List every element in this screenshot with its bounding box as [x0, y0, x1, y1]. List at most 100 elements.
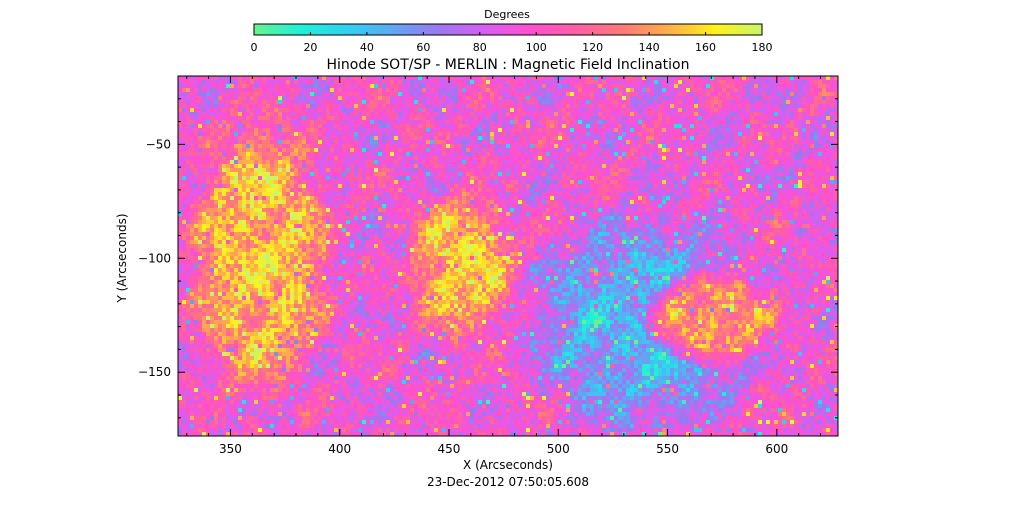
heatmap-cell — [338, 144, 342, 148]
heatmap-cell — [374, 116, 378, 120]
heatmap-cell — [290, 176, 294, 180]
heatmap-cell — [818, 160, 822, 164]
heatmap-cell — [478, 92, 482, 96]
heatmap-cell — [430, 92, 434, 96]
heatmap-cell — [402, 96, 406, 100]
heatmap-cell — [646, 124, 650, 128]
heatmap-cell — [726, 108, 730, 112]
heatmap-cell — [302, 164, 306, 168]
heatmap-cell — [714, 136, 718, 140]
heatmap-cell — [466, 188, 470, 192]
heatmap-cell — [774, 120, 778, 124]
heatmap-cell — [746, 140, 750, 144]
heatmap-cell — [702, 140, 706, 144]
heatmap-cell — [698, 96, 702, 100]
heatmap-cell — [458, 88, 462, 92]
heatmap-cell — [322, 156, 326, 160]
heatmap-cell — [594, 120, 598, 124]
heatmap-cell — [418, 168, 422, 172]
heatmap-cell — [226, 148, 230, 152]
heatmap-cell — [714, 148, 718, 152]
heatmap-cell — [794, 160, 798, 164]
heatmap-cell — [198, 136, 202, 140]
heatmap-cell — [390, 100, 394, 104]
heatmap-cell — [502, 184, 506, 188]
heatmap-cell — [430, 144, 434, 148]
heatmap-cell — [238, 144, 242, 148]
heatmap-cell — [746, 164, 750, 168]
heatmap-cell — [650, 84, 654, 88]
heatmap-cell — [822, 168, 826, 172]
heatmap-cell — [658, 104, 662, 108]
heatmap-cell — [202, 148, 206, 152]
heatmap-cell — [490, 168, 494, 172]
heatmap-cell — [722, 168, 726, 172]
heatmap-cell — [514, 132, 518, 136]
heatmap-cell — [254, 188, 258, 192]
heatmap-cell — [294, 156, 298, 160]
heatmap-cell — [430, 152, 434, 156]
heatmap-cell — [762, 124, 766, 128]
heatmap-cell — [810, 148, 814, 152]
heatmap-cell — [474, 152, 478, 156]
heatmap-cell — [262, 80, 266, 84]
heatmap-cell — [678, 168, 682, 172]
heatmap-cell — [474, 148, 478, 152]
heatmap-cell — [554, 132, 558, 136]
heatmap-cell — [578, 148, 582, 152]
heatmap-cell — [326, 108, 330, 112]
heatmap-cell — [302, 172, 306, 176]
heatmap-cell — [470, 140, 474, 144]
heatmap-cell — [430, 148, 434, 152]
heatmap-cell — [370, 180, 374, 184]
heatmap-cell — [590, 120, 594, 124]
heatmap-cell — [762, 76, 766, 80]
heatmap-cell — [182, 196, 186, 200]
heatmap-cell — [542, 84, 546, 88]
heatmap-cell — [482, 184, 486, 188]
heatmap-cell — [334, 76, 338, 80]
heatmap-cell — [754, 96, 758, 100]
heatmap-cell — [722, 160, 726, 164]
heatmap-cell — [370, 120, 374, 124]
heatmap-cell — [286, 128, 290, 132]
heatmap-cell — [570, 188, 574, 192]
heatmap-cell — [774, 192, 778, 196]
heatmap-cell — [290, 116, 294, 120]
heatmap-cell — [622, 168, 626, 172]
heatmap-cell — [830, 140, 834, 144]
heatmap-cell — [182, 76, 186, 80]
heatmap-cell — [738, 140, 742, 144]
heatmap-cell — [562, 156, 566, 160]
heatmap-cell — [694, 144, 698, 148]
heatmap-cell — [410, 152, 414, 156]
heatmap-cell — [186, 196, 190, 200]
heatmap-cell — [518, 76, 522, 80]
heatmap-cell — [218, 116, 222, 120]
heatmap-cell — [210, 152, 214, 156]
heatmap-cell — [578, 172, 582, 176]
heatmap-cell — [694, 188, 698, 192]
heatmap-cell — [642, 164, 646, 168]
heatmap-cell — [622, 152, 626, 156]
heatmap-cell — [586, 192, 590, 196]
heatmap-cell — [378, 136, 382, 140]
heatmap-cell — [690, 112, 694, 116]
heatmap-cell — [634, 140, 638, 144]
heatmap-cell — [762, 136, 766, 140]
heatmap-cell — [742, 100, 746, 104]
heatmap-cell — [366, 184, 370, 188]
heatmap-cell — [298, 164, 302, 168]
heatmap-cell — [762, 148, 766, 152]
heatmap-cell — [218, 128, 222, 132]
heatmap-cell — [630, 164, 634, 168]
heatmap-cell — [730, 136, 734, 140]
heatmap-cell — [498, 144, 502, 148]
heatmap-cell — [250, 104, 254, 108]
heatmap-cell — [266, 104, 270, 108]
heatmap-cell — [590, 144, 594, 148]
heatmap-cell — [802, 144, 806, 148]
heatmap-cell — [750, 140, 754, 144]
heatmap-cell — [558, 84, 562, 88]
